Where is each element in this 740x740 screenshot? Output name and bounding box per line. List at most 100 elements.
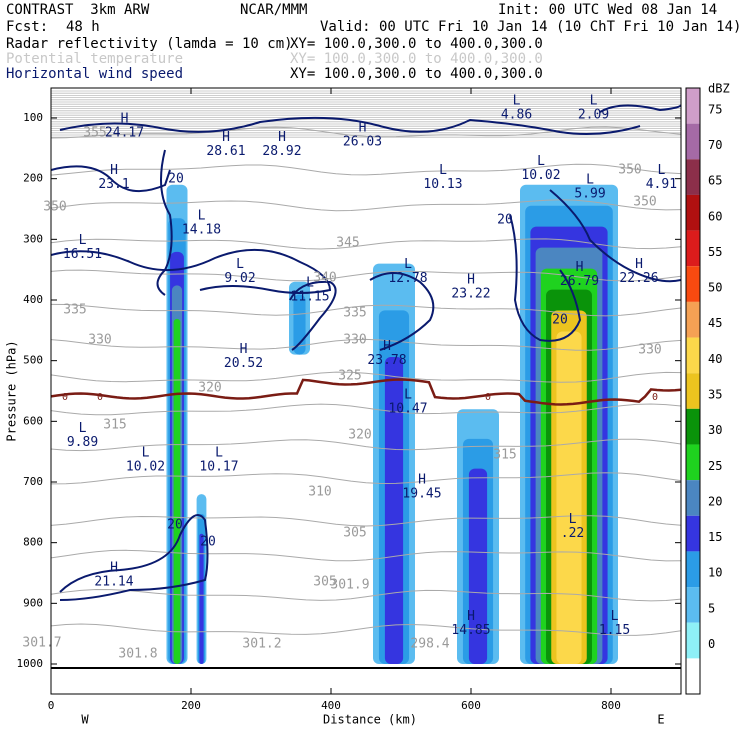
extrema-type: L	[537, 154, 545, 169]
colorbar-swatch	[686, 480, 700, 516]
extrema-value: 14.18	[182, 223, 221, 238]
colorbar-swatch	[686, 88, 700, 124]
theta-contour-9	[51, 438, 681, 452]
colorbar-level-label: 5	[708, 601, 715, 615]
extrema-value: 5.99	[574, 186, 605, 201]
wind-contour-label: 20	[552, 313, 568, 328]
fcst-value: 48 h	[66, 19, 100, 35]
colorbar-swatch	[686, 337, 700, 374]
extrema-type: L	[569, 512, 577, 527]
y-tick-label: 100	[23, 111, 43, 124]
extrema-type: L	[236, 257, 244, 272]
wind-contour-east	[509, 214, 582, 342]
colorbar-level-label: 10	[708, 566, 722, 580]
theta-label: 305	[313, 575, 336, 590]
theta-label: 301.7	[22, 636, 61, 651]
theta-label: 305	[343, 526, 366, 541]
colorbar-level-label: 20	[708, 494, 722, 508]
model-title: CONTRAST 3km ARW	[6, 2, 150, 18]
extrema-type: H	[359, 121, 367, 136]
field-2-xy: XY= 100.0,300.0 to 400.0,300.0	[290, 51, 543, 67]
colorbar-swatch	[686, 266, 700, 302]
extrema-value: 9.89	[67, 435, 98, 450]
field-1-name: Radar reflectivity (lamda = 10 cm)	[6, 36, 293, 52]
y-tick-label: 500	[23, 354, 43, 367]
colorbar-level-label: 35	[708, 388, 722, 402]
x-axis-title: Distance (km)	[323, 713, 417, 727]
theta-contour-0	[51, 126, 681, 139]
x-endpoint-west: W	[81, 713, 89, 727]
theta-label: 340	[313, 271, 336, 286]
y-tick-label: 700	[23, 475, 43, 488]
theta-label: 350	[43, 200, 66, 215]
theta-label: 301.9	[330, 578, 369, 593]
extrema-value: .22	[561, 526, 584, 541]
colorbar-swatch	[686, 515, 700, 552]
theta-label: 325	[338, 369, 361, 384]
x-tick-label: 600	[461, 699, 481, 712]
colorbar-swatch	[686, 159, 700, 195]
theta-contour-1	[51, 163, 681, 176]
wind-contour-jet	[156, 149, 173, 296]
colorbar-level-label: 75	[708, 102, 722, 116]
colorbar-level-label: 60	[708, 209, 722, 223]
extrema-type: H	[222, 130, 230, 145]
init-time: Init: 00 UTC Wed 08 Jan 14	[498, 2, 718, 18]
field-1-xy: XY= 100.0,300.0 to 400.0,300.0	[290, 36, 543, 52]
colorbar-level-label: 65	[708, 174, 722, 188]
extrema-type: L	[513, 93, 521, 108]
y-tick-label: 200	[23, 172, 43, 185]
colorbar-swatch	[686, 587, 700, 623]
wind-contour-label: 20	[168, 172, 184, 187]
extrema-value: 10.17	[199, 459, 238, 474]
extrema-type: L	[306, 275, 314, 290]
theta-label: 350	[618, 163, 641, 178]
extrema-value: 26.03	[343, 135, 382, 150]
extrema-type: H	[240, 342, 248, 357]
extrema-type: H	[576, 260, 584, 275]
colorbar-level-label: 70	[708, 138, 722, 152]
theta-contour-12	[51, 549, 681, 562]
wind-contour-h	[289, 280, 337, 351]
extrema-type: H	[383, 339, 391, 354]
wind-contour-label: 20	[200, 535, 216, 550]
plot-frame	[50, 87, 682, 695]
zero-line	[51, 378, 681, 406]
extrema-type: L	[590, 93, 598, 108]
extrema-type: H	[467, 272, 475, 287]
colorbar-level-label: 40	[708, 352, 722, 366]
extrema-value: 23.22	[451, 286, 490, 301]
theta-contour-8	[51, 403, 681, 416]
wind-contour-top	[59, 116, 641, 135]
colorbar-unit: dBZ	[708, 82, 730, 96]
extrema-type: L	[79, 233, 87, 248]
extrema-value: 23.1	[98, 177, 129, 192]
colorbar-level-label: 0	[708, 637, 715, 651]
theta-label: 298.4	[410, 637, 449, 652]
zero-line-label-0: 0	[62, 392, 68, 403]
reflectivity-cell-0-4	[173, 318, 181, 664]
extrema-type: H	[110, 561, 118, 576]
theta-label: 345	[336, 236, 359, 251]
extrema-value: 10.02	[126, 459, 165, 474]
theta-label: 320	[348, 428, 371, 443]
colorbar-swatch	[686, 408, 700, 445]
y-tick-label: 800	[23, 536, 43, 549]
theta-label: 330	[638, 343, 661, 358]
colorbar-level-label: 25	[708, 459, 722, 473]
wind-contour-east2	[549, 189, 681, 283]
wind-contour-left	[51, 165, 171, 193]
y-tick-label: 1000	[17, 657, 44, 670]
theta-label: 335	[343, 306, 366, 321]
x-tick-label: 200	[181, 699, 201, 712]
reflectivity-cell-5-7	[556, 331, 582, 664]
extrema-value: 21.14	[94, 575, 133, 590]
wind-contour-label: 20	[497, 213, 513, 228]
x-tick-label: 0	[48, 699, 55, 712]
colorbar-level-label: 55	[708, 245, 722, 259]
colorbar-swatch	[686, 194, 700, 231]
extrema-value: 11.15	[290, 289, 329, 304]
theta-label: 330	[343, 333, 366, 348]
extrema-type: L	[657, 163, 665, 178]
